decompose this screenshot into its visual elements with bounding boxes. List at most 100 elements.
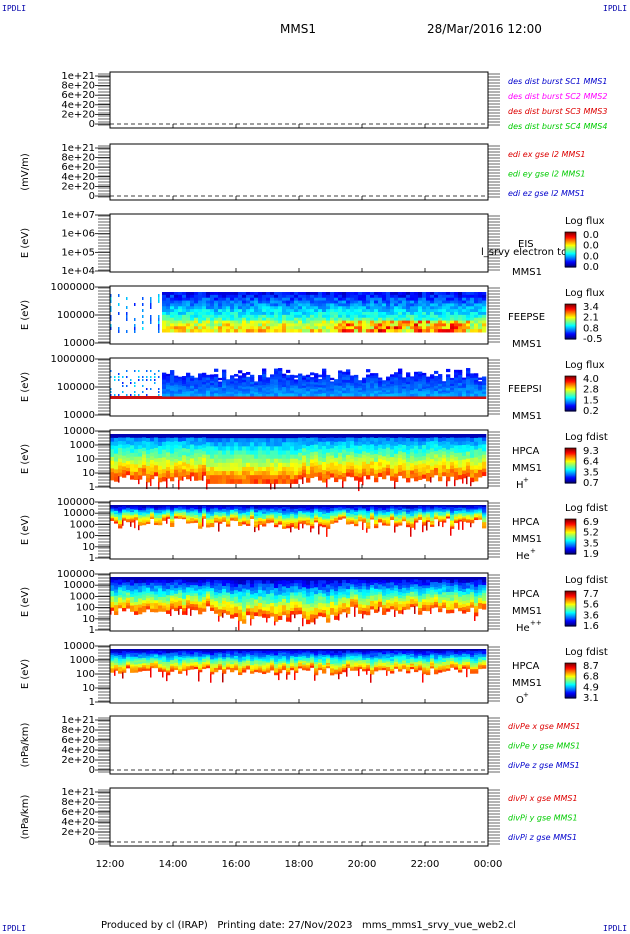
spectrogram-cell <box>218 294 223 299</box>
spectrogram-cell <box>422 452 427 457</box>
spectrogram-cell <box>194 509 199 512</box>
spectrogram-cell <box>342 382 347 386</box>
spectrogram-cell <box>290 396 295 399</box>
spectrogram-cell <box>454 297 459 302</box>
spectrogram-cell <box>126 464 131 469</box>
spectrogram-cell <box>230 466 235 472</box>
spectrogram-cell <box>318 306 323 310</box>
spectrogram-cell <box>414 509 419 512</box>
spectrogram-cell <box>294 514 299 518</box>
spectrogram-cell <box>230 458 235 464</box>
spectrogram-cell <box>158 506 163 509</box>
spectrogram-cell <box>114 379 116 381</box>
spectrogram-cell <box>158 508 163 511</box>
spectrogram-cell <box>470 329 475 333</box>
spectrogram-cell <box>302 512 307 515</box>
spectrogram-cell <box>370 312 375 316</box>
spectrogram-cell <box>182 390 187 393</box>
spectrogram-cell <box>202 297 207 302</box>
spectrogram-cell <box>198 526 203 529</box>
spectrogram-cell <box>414 522 416 530</box>
spectrogram-cell <box>354 382 359 386</box>
y-tick-label: 1000000 <box>50 354 95 365</box>
spectrogram-cell <box>322 466 327 471</box>
spectrogram-cell <box>458 312 463 316</box>
spectrogram-cell <box>278 326 283 330</box>
colorbar-tick-label: 6.9 <box>583 517 599 528</box>
spectrogram-cell <box>138 394 140 396</box>
spectrogram-cell <box>210 479 215 484</box>
spectrogram-cell <box>398 371 403 375</box>
spectrogram-cell <box>410 300 415 304</box>
spectrogram-cell <box>258 320 263 324</box>
spectrogram-cell <box>314 303 319 307</box>
spectrogram-cell <box>302 309 307 313</box>
spectrogram-cell <box>294 512 299 516</box>
spectrogram-cell <box>334 461 339 467</box>
spectrogram-cell <box>318 457 323 462</box>
spectrogram-cell <box>186 506 191 509</box>
spectrogram-cell <box>134 518 139 521</box>
spectrogram-cell <box>474 300 479 304</box>
spectrogram-cell <box>186 309 191 313</box>
spectrogram-cell <box>234 517 239 520</box>
spectrogram-cell <box>366 382 371 386</box>
spectrogram-cell <box>322 297 327 302</box>
spectrogram-cell <box>374 512 379 515</box>
spectrogram-cell <box>394 374 399 378</box>
spectrogram-cell <box>382 437 387 442</box>
spectrogram-cell <box>202 317 207 322</box>
spectrogram-cell <box>326 508 331 512</box>
spectrogram-cell <box>186 297 191 302</box>
spectrogram-cell <box>250 510 255 513</box>
spectrogram-cell <box>394 329 399 333</box>
spectrogram-cell <box>446 457 451 462</box>
spectrogram-cell <box>178 396 183 399</box>
spectrogram-cell <box>310 434 315 439</box>
spectrogram-cell <box>326 300 331 304</box>
spectrogram <box>110 434 487 492</box>
colorbar-swatch <box>565 380 576 383</box>
spectrogram-cell <box>350 517 355 520</box>
spectrogram-cell <box>246 475 251 480</box>
spectrogram-cell <box>158 297 160 300</box>
corner-label-top-left: IPDLI <box>2 4 27 13</box>
spectrogram-cell <box>342 323 347 327</box>
spectrogram-cell <box>298 320 303 324</box>
spectrogram-cell <box>194 464 199 470</box>
spectrogram-cell <box>422 506 427 509</box>
spectrogram-cell <box>174 505 179 507</box>
spectrogram-cell <box>398 434 403 438</box>
spectrogram-cell <box>182 505 187 507</box>
spectrogram-cell <box>334 294 339 299</box>
spectrogram-cell <box>438 386 443 390</box>
spectrogram-cell <box>174 314 179 319</box>
spectrogram-cell <box>458 390 463 394</box>
spectrogram-cell <box>198 292 203 296</box>
spectrogram-cell <box>454 312 459 316</box>
spectrogram-cell <box>226 442 231 447</box>
spectrogram-cell <box>330 294 335 299</box>
spectrogram-cell <box>458 314 463 319</box>
spectrogram-cell <box>262 506 267 510</box>
spectrogram-cell <box>366 505 371 508</box>
spectrogram-cell <box>310 393 315 397</box>
spectrogram-cell <box>118 394 120 396</box>
spectrogram-cell <box>430 312 435 316</box>
spectrogram-cell <box>190 314 195 319</box>
spectrogram-cell <box>242 520 247 523</box>
spectrogram-cell <box>214 507 219 510</box>
spectrogram-cell <box>342 314 347 319</box>
spectrogram-cell <box>182 388 187 391</box>
spectrogram-cell <box>190 468 195 473</box>
spectrogram-cell <box>318 297 323 302</box>
spectrogram-cell <box>270 320 275 324</box>
spectrogram-cell <box>178 479 180 490</box>
spectrogram-cell <box>218 329 223 333</box>
spectrogram-cell <box>274 483 276 490</box>
spectrogram-cell <box>442 437 447 442</box>
spectrogram-cell <box>462 466 467 471</box>
spectrogram-cell <box>294 522 299 525</box>
spectrogram-cell <box>290 320 295 324</box>
